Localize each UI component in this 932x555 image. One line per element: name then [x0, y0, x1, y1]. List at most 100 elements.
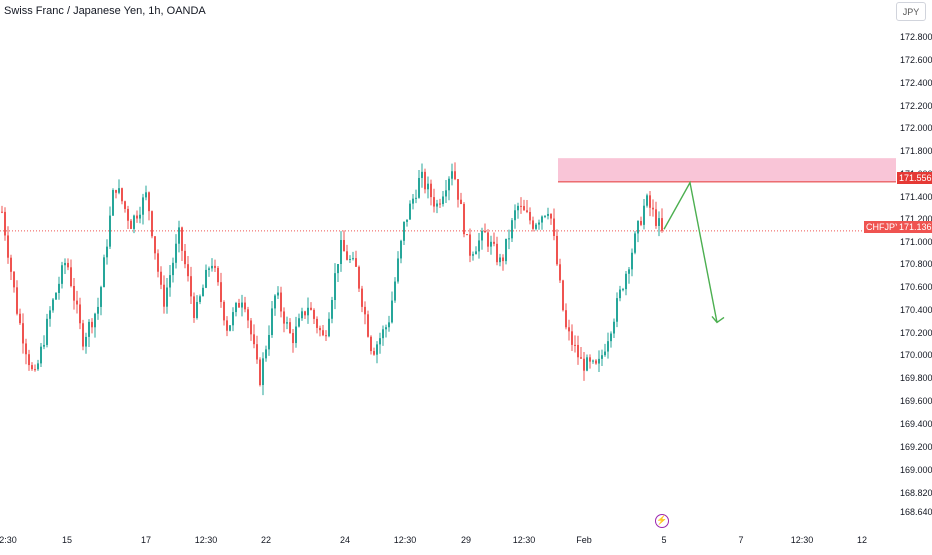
candle-body [607, 341, 609, 352]
candle-body [331, 300, 333, 319]
candle-body [244, 302, 246, 310]
candle-body [424, 171, 426, 190]
candle-body [427, 183, 429, 190]
candle-body [598, 358, 600, 364]
candle-body [610, 333, 612, 342]
resistance-zone-group [558, 158, 896, 183]
candle-body [613, 321, 615, 334]
candle-body [403, 221, 405, 241]
candle-body [103, 257, 105, 288]
candle-body [499, 257, 501, 263]
candle-body [436, 203, 438, 207]
candle-body [151, 211, 153, 237]
candle-body [589, 357, 591, 362]
candle-body [430, 183, 432, 198]
candle-body [217, 267, 219, 283]
candle-body [259, 359, 261, 386]
price-tick-label: 171.400 [900, 192, 932, 202]
candle-body [511, 220, 513, 239]
candle-body [112, 190, 114, 216]
candle-body [328, 318, 330, 337]
candles-group [1, 162, 663, 396]
candle-body [601, 355, 603, 359]
time-tick-label: 12:30 [790, 535, 814, 545]
candle-body [505, 238, 507, 262]
candle-body [565, 310, 567, 328]
candle-body [82, 323, 84, 347]
candle-body [376, 344, 378, 355]
candle-body [4, 211, 6, 236]
candle-body [325, 335, 327, 337]
last-price-label: 171.136 [897, 221, 932, 233]
candle-body [484, 230, 486, 233]
candle-body [166, 287, 168, 307]
candle-body [298, 318, 300, 327]
candle-body [115, 190, 117, 193]
candle-body [223, 301, 225, 321]
candle-body [592, 360, 594, 362]
candle-body [658, 218, 660, 226]
candle-body [334, 273, 336, 301]
lightning-icon[interactable]: ⚡ [655, 514, 669, 528]
price-tick-label: 169.400 [900, 419, 932, 429]
candle-body [532, 220, 534, 229]
candle-body [73, 285, 75, 301]
candle-body [655, 209, 657, 226]
candle-body [148, 192, 150, 212]
candle-body [379, 338, 381, 345]
candle-body [25, 343, 27, 355]
candle-body [553, 218, 555, 236]
candle-body [247, 309, 249, 321]
candle-body [382, 329, 384, 339]
candle-body [439, 203, 441, 205]
candle-body [238, 302, 240, 308]
time-tick-label: 12 [856, 535, 868, 545]
candle-body [547, 213, 549, 216]
zone-price-label: 171.556 [897, 172, 932, 184]
candle-body [79, 304, 81, 324]
candle-body [124, 201, 126, 209]
candle-body [208, 268, 210, 270]
candle-body [481, 230, 483, 241]
time-tick-label: 2:30 [0, 535, 17, 545]
candle-body [541, 216, 543, 223]
candle-body [595, 360, 597, 364]
candle-body [478, 240, 480, 252]
candle-body [373, 351, 375, 355]
candle-body [52, 299, 54, 311]
candle-body [367, 314, 369, 337]
candle-body [211, 265, 213, 269]
price-tick-label: 170.600 [900, 282, 932, 292]
price-tick-label: 171.000 [900, 237, 932, 247]
candle-body [466, 234, 468, 236]
candle-body [55, 292, 57, 300]
currency-button[interactable]: JPY [896, 2, 926, 21]
price-tick-label: 170.400 [900, 305, 932, 315]
candle-body [352, 258, 354, 260]
candle-body [277, 292, 279, 296]
candle-body [364, 306, 366, 315]
time-tick-label: 17 [140, 535, 152, 545]
candle-body [445, 190, 447, 197]
candle-body [580, 357, 582, 359]
candle-body [322, 330, 324, 336]
price-tick-label: 170.200 [900, 328, 932, 338]
candle-body [232, 312, 234, 326]
candle-body [64, 262, 66, 266]
candle-body [241, 302, 243, 308]
candle-body [469, 234, 471, 256]
candle-body [529, 211, 531, 221]
candle-body [583, 358, 585, 371]
candle-body [394, 281, 396, 301]
candle-body [181, 227, 183, 251]
price-tick-label: 169.000 [900, 465, 932, 475]
candle-body [97, 306, 99, 314]
candle-body [307, 307, 309, 316]
candle-body [121, 188, 123, 202]
candle-body [127, 208, 129, 221]
price-tick-label: 168.820 [900, 488, 932, 498]
candle-body [295, 326, 297, 344]
price-tick-label: 170.000 [900, 350, 932, 360]
